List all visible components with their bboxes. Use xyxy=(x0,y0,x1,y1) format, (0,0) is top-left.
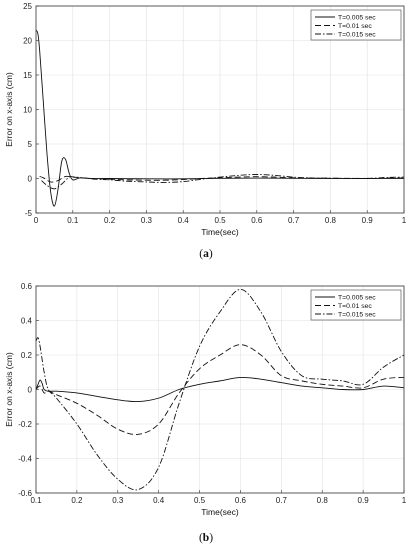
chart-b-x-tick-label: 1 xyxy=(402,496,407,505)
chart-a-x-tick-label: 0.7 xyxy=(288,216,300,225)
chart-a-x-tick-label: 1 xyxy=(402,216,407,225)
chart-b-x-tick-label: 0.4 xyxy=(153,496,165,505)
chart-b-x-tick-label: 0.9 xyxy=(358,496,370,505)
chart-b-x-tick-label: 0.3 xyxy=(112,496,124,505)
chart-a-series-line-3 xyxy=(41,174,404,190)
chart-a-caption: (a) xyxy=(199,248,213,260)
chart-b-x-tick-label: 0.5 xyxy=(194,496,206,505)
chart-a-x-tick-label: 0.4 xyxy=(178,216,190,225)
chart-a-y-axis-label: Error on x-axis (cm) xyxy=(4,72,14,147)
chart-b-y-tick-label: -0.4 xyxy=(18,455,32,464)
chart-a-legend-label-1: T=0.005 sec xyxy=(338,15,376,22)
chart-b-legend-box xyxy=(310,289,402,321)
chart-a-x-tick-label: 0.9 xyxy=(362,216,374,225)
chart-a-x-tick-label: 0.8 xyxy=(325,216,337,225)
chart-a-y-tick-label: 25 xyxy=(23,2,32,11)
chart-a-y-tick-label: 5 xyxy=(28,140,33,149)
chart-a-x-tick-label: 0.2 xyxy=(104,216,116,225)
chart-a-x-tick-label: 0.3 xyxy=(141,216,153,225)
chart-b-legend-label-1: T=0.005 sec xyxy=(338,295,376,302)
chart-a-y-tick-label: 0 xyxy=(28,175,33,184)
chart-b-y-tick-label: 0 xyxy=(28,386,33,395)
chart-b-series-line-1 xyxy=(36,376,404,403)
chart-a-series-line-1 xyxy=(36,29,404,207)
chart-b-y-axis-label: Error on x-axis (cm) xyxy=(4,352,14,427)
chart-b-x-axis-label: Time(sec) xyxy=(201,507,239,517)
chart-a-legend-label-3: T=0.015 sec xyxy=(338,32,376,39)
chart-b-y-tick-label: -0.2 xyxy=(18,420,32,429)
chart-a-x-tick-label: 0.6 xyxy=(251,216,263,225)
chart-a-y-tick-label: 20 xyxy=(23,37,32,46)
chart-b-y-tick-label: 0.6 xyxy=(21,282,33,291)
chart-b-x-tick-label: 0.1 xyxy=(30,496,42,505)
chart-b-legend-label-2: T=0.01 sec xyxy=(338,303,372,310)
chart-b-legend-label-3: T=0.015 sec xyxy=(338,312,376,319)
chart-b-x-tick-label: 0.7 xyxy=(276,496,288,505)
chart-a-y-tick-label: 10 xyxy=(23,106,32,115)
chart-b-x-tick-label: 0.8 xyxy=(317,496,329,505)
chart-a-y-tick-label: 15 xyxy=(23,71,32,80)
chart-a-x-tick-label: 0.1 xyxy=(67,216,79,225)
chart-b-series-line-2 xyxy=(36,344,404,435)
chart-a-series-line-2 xyxy=(39,175,404,183)
chart-a-legend-label-2: T=0.01 sec xyxy=(338,23,372,30)
chart-b-y-tick-label: -0.6 xyxy=(18,489,32,498)
chart-a-x-tick-label: 0.5 xyxy=(214,216,226,225)
chart-a-group: 0 0.1 0.2 0.3 0.4 0.5 0.6 0.7 0.8 0.9 1-5051015202… xyxy=(4,2,407,260)
chart-b-caption: (b) xyxy=(199,532,213,544)
chart-b-y-tick-label: 0.4 xyxy=(21,317,33,326)
chart-a-x-tick-label: 0 xyxy=(34,216,39,225)
chart-a-legend-box xyxy=(310,9,402,41)
chart-b-y-tick-label: 0.2 xyxy=(21,351,33,360)
chart-b-x-tick-label: 0.2 xyxy=(71,496,83,505)
chart-a-y-tick-label: -5 xyxy=(25,209,33,218)
chart-b-x-tick-label: 0.6 xyxy=(235,496,247,505)
chart-b-group: 0.1 0.2 0.3 0.4 0.5 0.6 0.7 0.8 0.9 1 -0.6 -0.4 -0.2… xyxy=(4,282,407,544)
chart-b-series-line-3 xyxy=(36,288,404,491)
chart-a-x-axis-label: Time(sec) xyxy=(201,227,239,237)
